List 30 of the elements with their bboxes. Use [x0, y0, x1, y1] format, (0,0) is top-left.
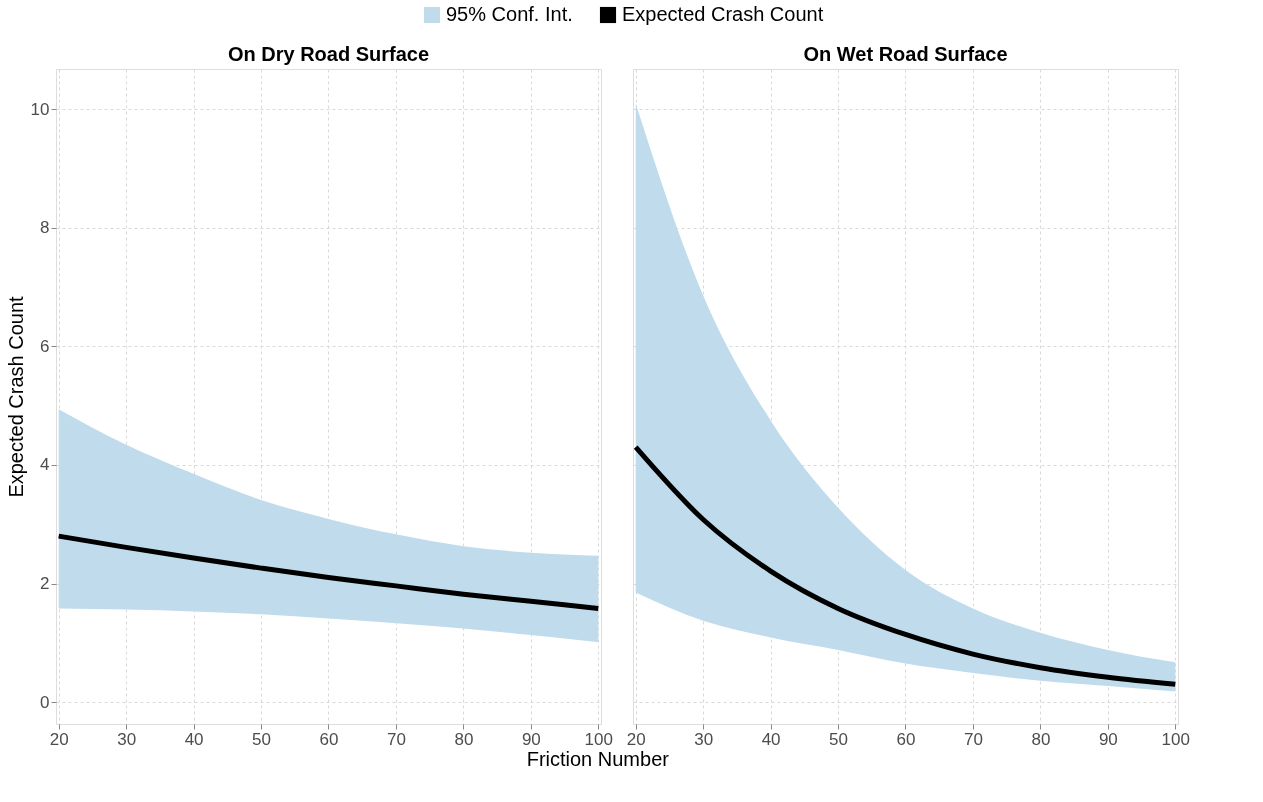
- x-tick-label: 40: [761, 729, 781, 749]
- x-tick-label: 100: [584, 729, 613, 749]
- x-tick-label: 40: [184, 729, 204, 749]
- x-tick-label: 100: [1161, 729, 1190, 749]
- y-tick-label: 6: [40, 336, 50, 356]
- x-tick-label: 50: [829, 729, 849, 749]
- x-tick-label: 20: [626, 729, 646, 749]
- legend-label: Expected Crash Count: [622, 3, 824, 25]
- x-tick-label: 20: [49, 729, 69, 749]
- x-tick-label: 50: [252, 729, 272, 749]
- x-tick-label: 90: [1098, 729, 1118, 749]
- x-tick-label: 30: [694, 729, 714, 749]
- y-tick-label: 8: [40, 218, 50, 238]
- x-tick-label: 90: [521, 729, 541, 749]
- y-tick-label: 2: [40, 574, 50, 594]
- chart-title: On Dry Road Surface: [227, 43, 430, 65]
- x-tick-label: 70: [964, 729, 983, 749]
- x-tick-label: 80: [454, 729, 474, 749]
- x-tick-label: 80: [1031, 729, 1051, 749]
- legend-label: 95% Conf. Int.: [446, 3, 573, 25]
- x-tick-label: 30: [117, 729, 137, 749]
- x-axis-title: Friction Number: [526, 747, 670, 770]
- y-tick-label: 10: [30, 99, 50, 119]
- x-tick-label: 60: [319, 729, 339, 749]
- y-axis-title: Expected Crash Count: [4, 295, 27, 498]
- y-tick-label: 0: [40, 692, 50, 712]
- x-tick-label: 60: [896, 729, 916, 749]
- chart-title: On Wet Road Surface: [803, 43, 1008, 65]
- y-tick-label: 4: [40, 455, 50, 475]
- x-tick-label: 70: [387, 729, 406, 749]
